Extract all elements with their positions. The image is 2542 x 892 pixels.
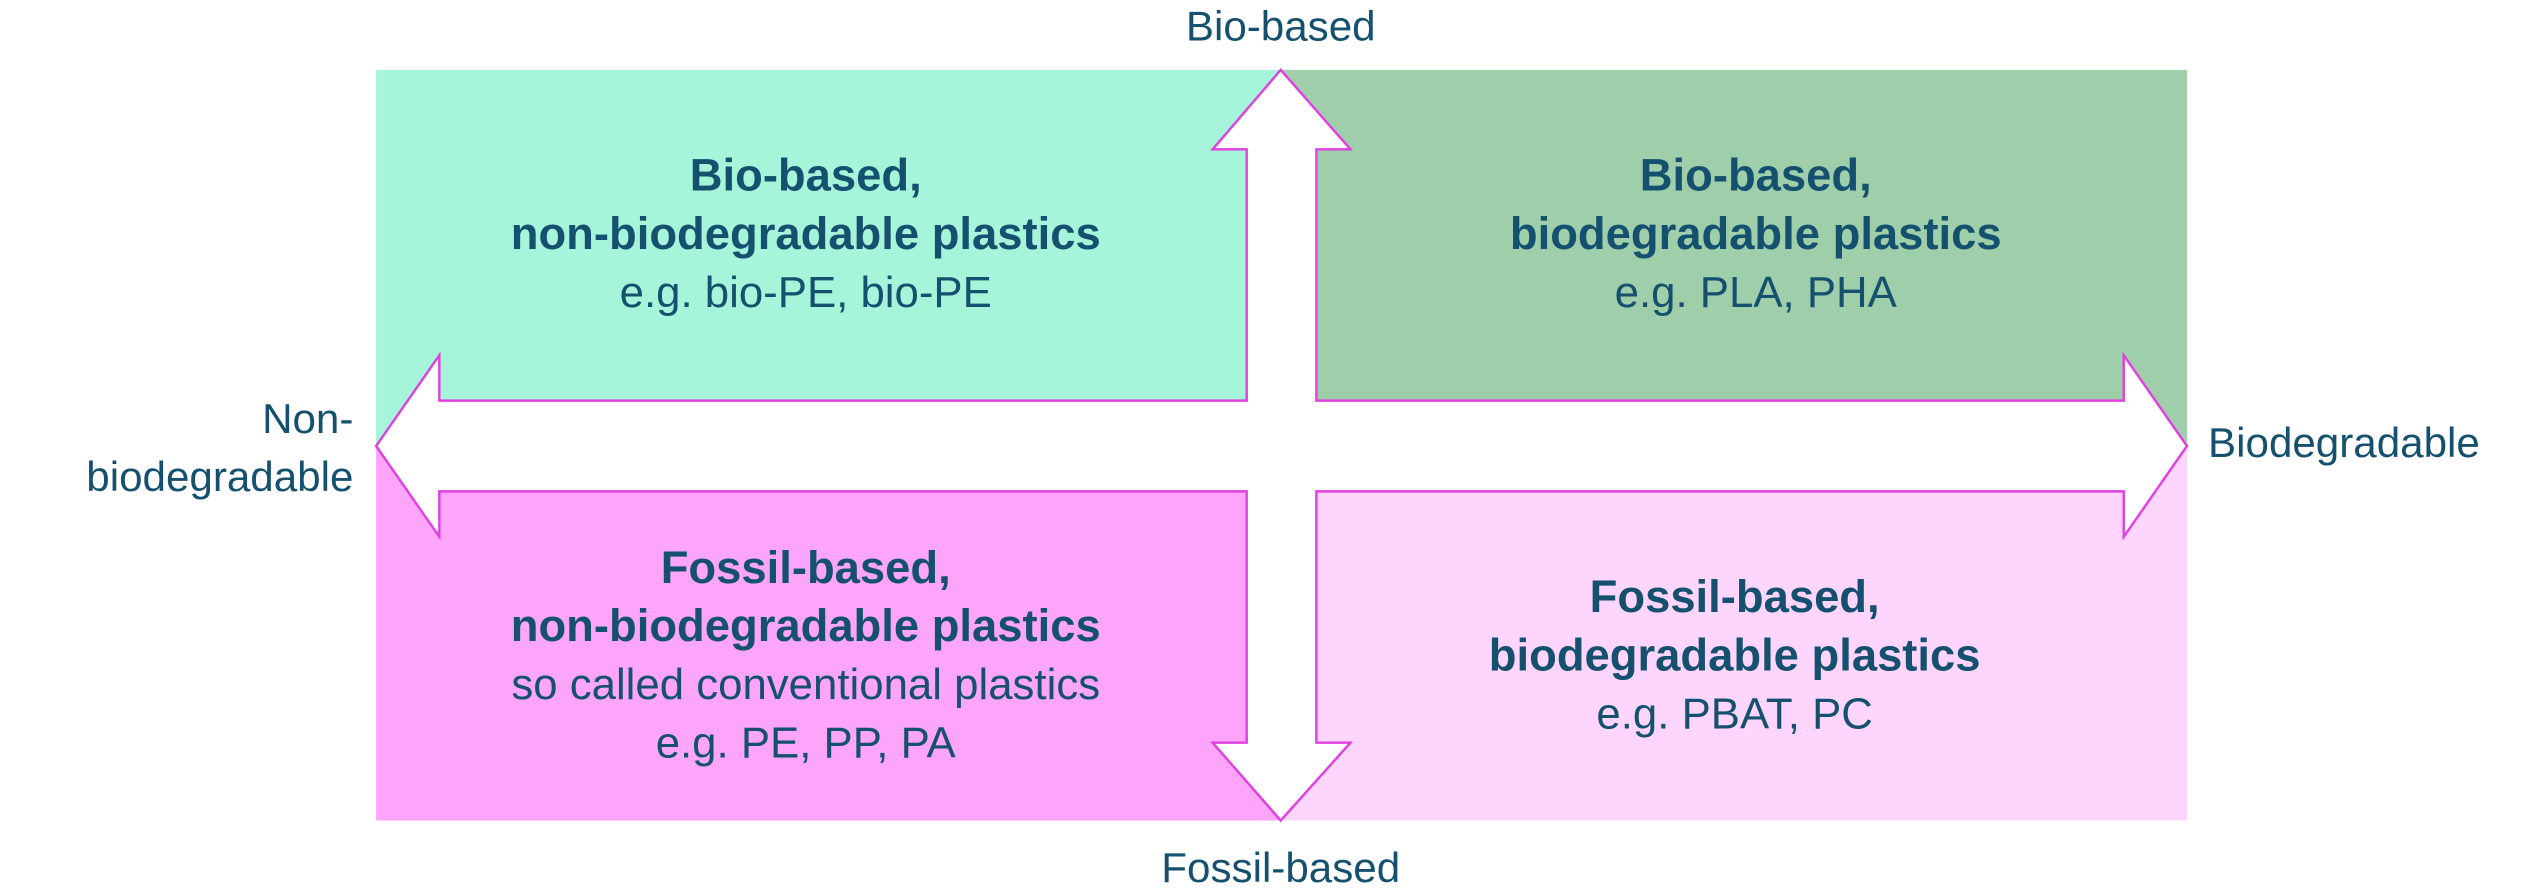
axis-label: Bio-based (1186, 2, 1376, 49)
quadrant-title: Fossil-based, (661, 542, 951, 593)
axis-label: Biodegradable (2208, 419, 2480, 466)
axis-label: biodegradable (86, 453, 353, 500)
quadrant-bg (1280, 69, 2187, 446)
axis-cross-arrow (374, 68, 2189, 823)
quadrant-text: e.g. PLA, PHA (1615, 268, 1898, 317)
quadrant-text: so called conventional plastics (511, 660, 1100, 709)
quadrant-text: e.g. PE, PP, PA (656, 718, 957, 767)
quadrant-title: biodegradable plastics (1510, 208, 2002, 259)
quadrant-title: non-biodegradable plastics (511, 600, 1101, 651)
quadrant-title: non-biodegradable plastics (511, 208, 1101, 259)
quadrant-text: e.g. bio-PE, bio-PE (620, 268, 992, 317)
quadrant-title: biodegradable plastics (1489, 629, 1981, 680)
quadrant-bg (376, 446, 1281, 821)
quadrant-title: Fossil-based, (1590, 571, 1880, 622)
axis-label: Non- (262, 395, 353, 442)
quadrant-text: e.g. PBAT, PC (1596, 689, 1872, 738)
quadrant-bg (1280, 446, 2187, 821)
axis-label: Fossil-based (1161, 844, 1400, 891)
quadrant-title: Bio-based, (690, 149, 922, 200)
quadrant-title: Bio-based, (1640, 149, 1872, 200)
quadrant-bg (376, 69, 1281, 446)
